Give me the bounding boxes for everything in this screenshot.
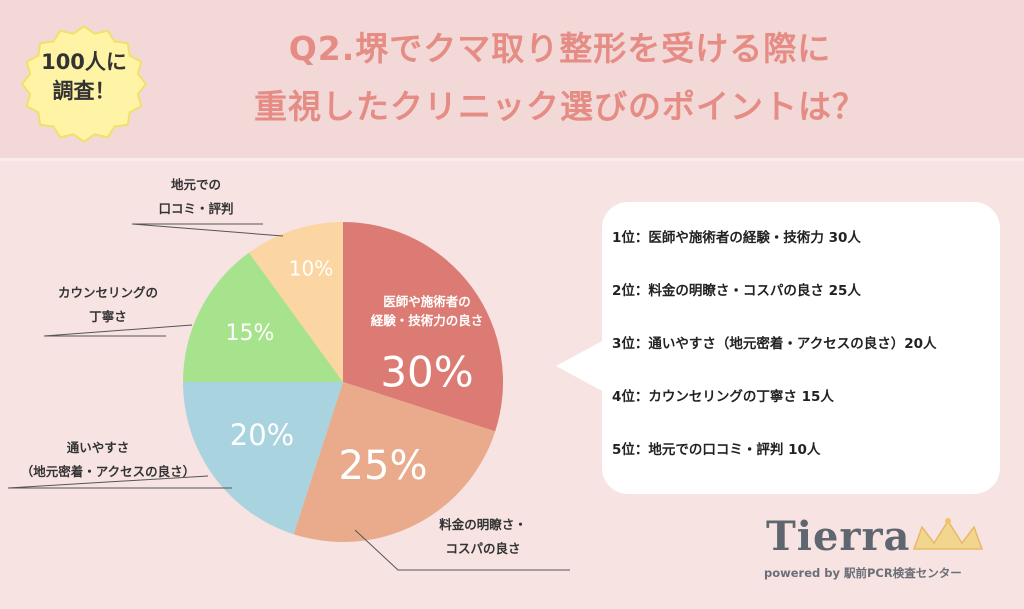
ranking-list: 1位：医師や施術者の経験・技術力 30人 2位：料金の明瞭さ・コスパの良さ 25… xyxy=(612,226,937,491)
slice-outer-label-4-line-1: カウンセリングの xyxy=(58,285,158,300)
slice-inner-label-1-line-1: 医師や施術者の xyxy=(383,294,471,309)
pie-slice-4 xyxy=(183,252,343,382)
pie-slice-5 xyxy=(249,222,343,382)
leader-line-2 xyxy=(354,529,570,571)
ranking-item-1: 1位：医師や施術者の経験・技術力 30人 xyxy=(612,230,861,246)
title-line-1: Q2.堺でクマ取り整形を受ける際に xyxy=(288,29,832,68)
slice-pct-label-3: 20% xyxy=(230,418,294,452)
ranking-panel: 1位：医師や施術者の経験・技術力 30人 2位：料金の明瞭さ・コスパの良さ 25… xyxy=(602,202,1000,494)
pie-slice-1 xyxy=(343,222,504,432)
pie-slice-2 xyxy=(293,382,496,543)
badge-burst xyxy=(20,25,148,143)
ranking-item-5: 5位：地元での口コミ・評判 10人 xyxy=(612,442,821,458)
crown-icon xyxy=(912,518,984,550)
pie-chart: 30% 医師や施術者の経験・技術力の良さ 25% 料金の明瞭さ・コスパの良さ 20% 通い… xyxy=(7,177,604,571)
ranking-item-3: 3位：通いやすさ（地元密着・アクセスの良さ）20人 xyxy=(612,336,937,352)
slice-outer-label-5-line-2: 口コミ・評判 xyxy=(158,201,233,216)
slice-inner-label-1-line-2: 経験・技術力の良さ xyxy=(371,313,484,328)
title-line-2: 重視したクリニック選びのポイントは？ xyxy=(254,87,866,126)
ranking-item-2: 2位：料金の明瞭さ・コスパの良さ 25人 xyxy=(612,283,861,299)
panel-pointer xyxy=(556,340,604,392)
page-title: Q2.堺でクマ取り整形を受ける際に 重視したクリニック選びのポイントは？ xyxy=(180,20,940,136)
slice-outer-label-3-line-1: 通いやすさ xyxy=(67,440,130,455)
badge-line-1: 100人に xyxy=(41,50,127,74)
slice-pct-label-2: 25% xyxy=(339,443,428,489)
ranking-item-4: 4位：カウンセリングの丁寧さ 15人 xyxy=(612,389,834,405)
slice-pct-label-1: 30% xyxy=(380,348,473,397)
leader-line-4 xyxy=(43,324,193,337)
badge-line-2: 調査！ xyxy=(52,79,116,103)
survey-badge: 100人に 調査！ xyxy=(14,48,154,106)
header-divider xyxy=(0,158,1024,161)
slice-outer-label-5-line-1: 地元での xyxy=(171,177,221,192)
slice-outer-label-2-line-2: コスパの良さ xyxy=(445,541,520,556)
slice-pct-label-5: 10% xyxy=(289,257,333,281)
pie-slice-3 xyxy=(183,382,343,535)
logo-subtitle: powered by 駅前PCR検査センター xyxy=(764,566,962,580)
slice-outer-label-2-line-1: 料金の明瞭さ・ xyxy=(439,517,527,532)
leader-line-5 xyxy=(131,223,284,237)
header-band xyxy=(0,0,1024,158)
logo-word: Tierra xyxy=(766,513,911,560)
tierra-logo: Tierra powered by 駅前PCR検査センター xyxy=(748,513,998,593)
slice-pct-label-4: 15% xyxy=(226,321,275,346)
leader-line-3 xyxy=(7,475,232,489)
slice-outer-label-3-line-2: （地元密着・アクセスの良さ） xyxy=(21,464,195,479)
slice-outer-label-4-line-2: 丁寧さ xyxy=(89,309,127,324)
